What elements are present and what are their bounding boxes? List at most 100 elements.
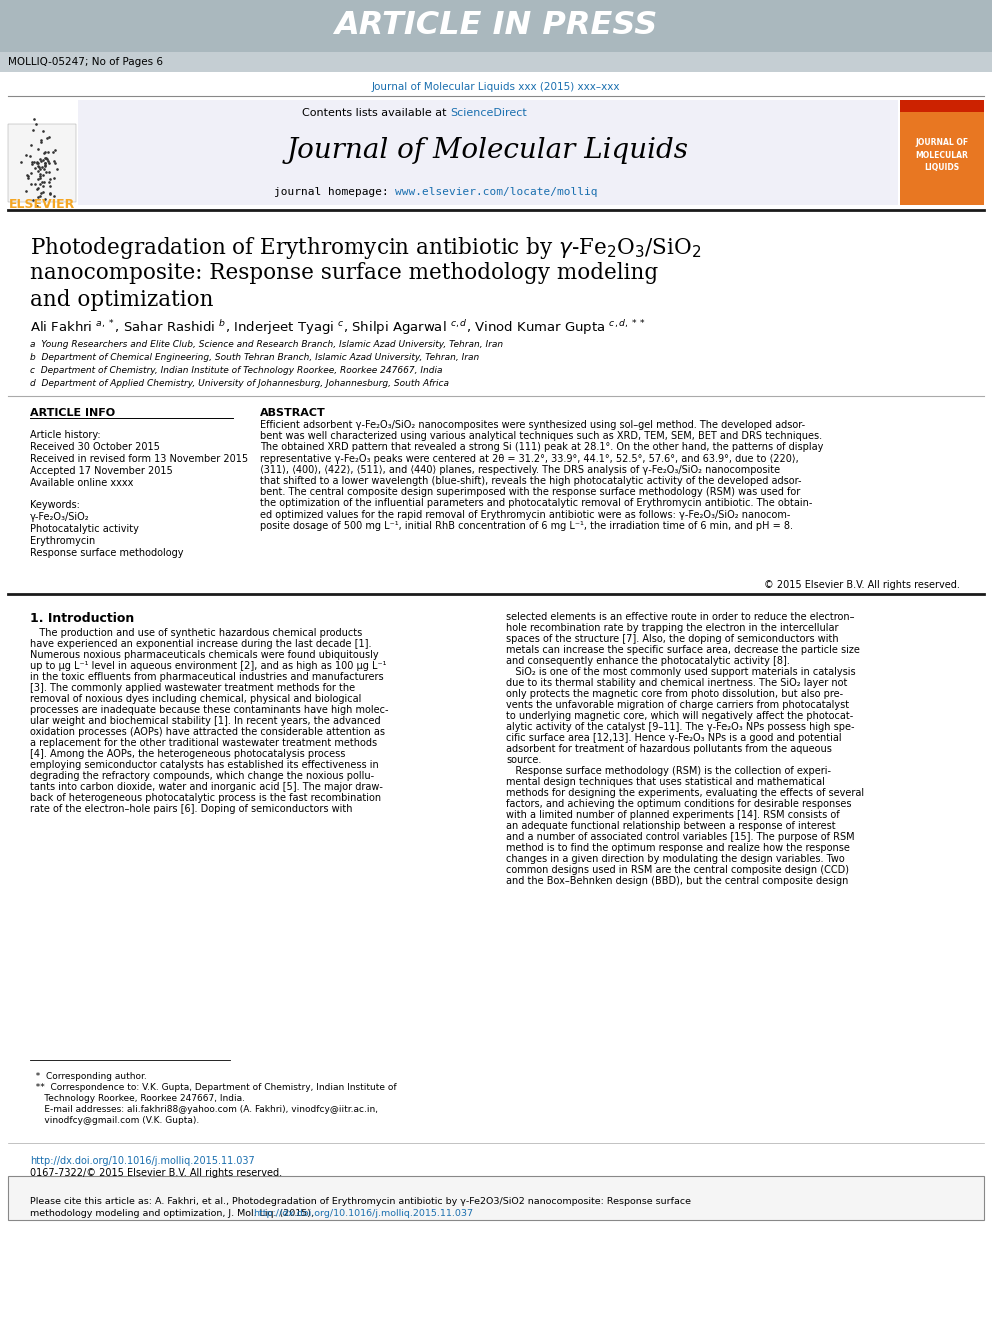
Text: bent. The central composite design superimposed with the response surface method: bent. The central composite design super… (260, 487, 801, 497)
Text: to underlying magnetic core, which will negatively affect the photocat-: to underlying magnetic core, which will … (506, 710, 853, 721)
Text: a replacement for the other traditional wastewater treatment methods: a replacement for the other traditional … (30, 738, 377, 747)
Text: 0167-7322/© 2015 Elsevier B.V. All rights reserved.: 0167-7322/© 2015 Elsevier B.V. All right… (30, 1168, 282, 1177)
Point (23, 163, 39, 184)
Point (27, 157, 43, 179)
Point (33, 165, 49, 187)
Text: ed optimized values for the rapid removal of Erythromycin antibiotic were as fol: ed optimized values for the rapid remova… (260, 509, 791, 520)
Text: Accepted 17 November 2015: Accepted 17 November 2015 (30, 466, 173, 476)
Text: bent was well characterized using various analytical techniques such as XRD, TEM: bent was well characterized using variou… (260, 431, 822, 441)
Point (25, 153, 41, 175)
Point (25, 189, 41, 210)
Text: © 2015 Elsevier B.V. All rights reserved.: © 2015 Elsevier B.V. All rights reserved… (764, 579, 960, 590)
Text: http://dx.doi.org/10.1016/j.molliq.2015.11.037: http://dx.doi.org/10.1016/j.molliq.2015.… (30, 1156, 255, 1166)
Point (19, 181, 35, 202)
Point (31, 177, 47, 198)
Text: the optimization of the influential parameters and photocatalytic removal of Ery: the optimization of the influential para… (260, 499, 812, 508)
Point (24, 151, 40, 172)
Text: ular weight and biochemical stability [1]. In recent years, the advanced: ular weight and biochemical stability [1… (30, 716, 381, 726)
Point (37, 147, 53, 168)
Text: http://dx.doi.org/10.1016/j.molliq.2015.11.037: http://dx.doi.org/10.1016/j.molliq.2015.… (253, 1209, 473, 1218)
Text: Technology Roorkee, Roorkee 247667, India.: Technology Roorkee, Roorkee 247667, Indi… (30, 1094, 245, 1103)
Text: Article history:: Article history: (30, 430, 100, 441)
Text: 1. Introduction: 1. Introduction (30, 613, 134, 624)
Bar (0, 52, 992, 71)
Text: with a limited number of planned experiments [14]. RSM consists of: with a limited number of planned experim… (506, 810, 839, 820)
Text: Keywords:: Keywords: (30, 500, 80, 509)
Text: have experienced an exponential increase during the last decade [1].: have experienced an exponential increase… (30, 639, 371, 650)
Point (31, 156, 47, 177)
Point (37, 142, 53, 163)
Text: a  Young Researchers and Elite Club, Science and Research Branch, Islamic Azad U: a Young Researchers and Elite Club, Scie… (30, 340, 503, 349)
Point (38, 161, 54, 183)
Point (29, 196, 45, 217)
Point (42, 183, 58, 204)
Text: in the toxic effluents from pharmaceutical industries and manufacturers: in the toxic effluents from pharmaceutic… (30, 672, 384, 681)
Point (26, 152, 42, 173)
Text: Response surface methodology: Response surface methodology (30, 548, 184, 558)
Point (41, 172, 57, 193)
Text: methodology modeling and optimization, J. Mol. Liq. (2015),: methodology modeling and optimization, J… (30, 1209, 317, 1218)
Text: method is to find the optimum response and realize how the response: method is to find the optimum response a… (506, 843, 850, 853)
Point (33, 130, 49, 151)
Text: γ-Fe₂O₃/SiO₂: γ-Fe₂O₃/SiO₂ (30, 512, 89, 523)
Point (49, 157, 64, 179)
Text: metals can increase the specific surface area, decrease the particle size: metals can increase the specific surface… (506, 646, 860, 655)
Text: nanocomposite: Response surface methodology modeling: nanocomposite: Response surface methodol… (30, 262, 659, 284)
Point (43, 176, 59, 197)
Text: an adequate functional relationship between a response of interest: an adequate functional relationship betw… (506, 822, 835, 831)
Point (40, 128, 56, 149)
Point (34, 183, 50, 204)
Text: b  Department of Chemical Engineering, South Tehran Branch, Islamic Azad Univers: b Department of Chemical Engineering, So… (30, 353, 479, 363)
Point (39, 147, 55, 168)
Text: c  Department of Chemistry, Indian Institute of Technology Roorkee, Roorkee 2476: c Department of Chemistry, Indian Instit… (30, 366, 442, 374)
Text: Please cite this article as: A. Fakhri, et al., Photodegradation of Erythromycin: Please cite this article as: A. Fakhri, … (30, 1197, 691, 1207)
Text: adsorbent for treatment of hazardous pollutants from the aqueous: adsorbent for treatment of hazardous pol… (506, 744, 832, 754)
Point (37, 153, 53, 175)
Text: only protects the magnetic core from photo dissolution, but also pre-: only protects the magnetic core from pho… (506, 689, 843, 699)
Text: representative γ-Fe₂O₃ peaks were centered at 2θ = 31.2°, 33.9°, 44.1°, 52.5°, 5: representative γ-Fe₂O₃ peaks were center… (260, 454, 799, 463)
Text: mental design techniques that uses statistical and mathematical: mental design techniques that uses stati… (506, 777, 825, 787)
Point (41, 151, 57, 172)
Point (20, 168, 36, 189)
Point (36, 176, 52, 197)
Text: Photocatalytic activity: Photocatalytic activity (30, 524, 139, 534)
Text: removal of noxious dyes including chemical, physical and biological: removal of noxious dyes including chemic… (30, 695, 361, 704)
Point (31, 168, 47, 189)
Text: ScienceDirect: ScienceDirect (450, 108, 527, 118)
Text: SiO₂ is one of the most commonly used support materials in catalysis: SiO₂ is one of the most commonly used su… (506, 667, 856, 677)
Point (46, 185, 62, 206)
Text: Efficient adsorbent γ-Fe₂O₃/SiO₂ nanocomposites were synthesized using sol–gel m: Efficient adsorbent γ-Fe₂O₃/SiO₂ nanocom… (260, 419, 806, 430)
Text: **  Correspondence to: V.K. Gupta, Department of Chemistry, Indian Institute of: ** Correspondence to: V.K. Gupta, Depart… (30, 1084, 397, 1091)
Point (47, 168, 62, 189)
Point (32, 159, 48, 180)
Text: vinodfcy@gmail.com (V.K. Gupta).: vinodfcy@gmail.com (V.K. Gupta). (30, 1117, 199, 1125)
Text: and the Box–Behnken design (BBD), but the central composite design: and the Box–Behnken design (BBD), but th… (506, 876, 848, 886)
Text: MOLLIQ-05247; No of Pages 6: MOLLIQ-05247; No of Pages 6 (8, 57, 163, 67)
Text: rate of the electron–hole pairs [6]. Doping of semiconductors with: rate of the electron–hole pairs [6]. Dop… (30, 804, 352, 814)
Point (30, 187, 46, 208)
Text: and a number of associated control variables [15]. The purpose of RSM: and a number of associated control varia… (506, 832, 855, 841)
Text: Journal of Molecular Liquids xxx (2015) xxx–xxx: Journal of Molecular Liquids xxx (2015) … (372, 82, 620, 93)
Bar (900, 101, 984, 112)
Text: d  Department of Applied Chemistry, University of Johannesburg, Johannesburg, So: d Department of Applied Chemistry, Unive… (30, 378, 449, 388)
Point (47, 152, 62, 173)
Text: Ali Fakhri $^{a,*}$, Sahar Rashidi $^{b}$, Inderjeet Tyagi $^{c}$, Shilpi Agarwa: Ali Fakhri $^{a,*}$, Sahar Rashidi $^{b}… (30, 318, 646, 337)
Point (13, 152, 29, 173)
Text: alytic activity of the catalyst [9–11]. The γ-Fe₂O₃ NPs possess high spe-: alytic activity of the catalyst [9–11]. … (506, 722, 854, 732)
Point (35, 164, 51, 185)
Point (18, 144, 34, 165)
Text: [4]. Among the AOPs, the heterogeneous photocatalysis process: [4]. Among the AOPs, the heterogeneous p… (30, 749, 345, 759)
Point (23, 173, 39, 194)
Text: E-mail addresses: ali.fakhri88@yahoo.com (A. Fakhri), vinodfcy@iitr.ac.in,: E-mail addresses: ali.fakhri88@yahoo.com… (30, 1105, 378, 1114)
Point (32, 173, 48, 194)
Point (22, 146, 38, 167)
Text: and optimization: and optimization (30, 288, 213, 311)
Text: selected elements is an effective route in order to reduce the electron–: selected elements is an effective route … (506, 613, 854, 622)
Point (30, 153, 46, 175)
Text: up to μg L⁻¹ level in aqueous environment [2], and as high as 100 μg L⁻¹: up to μg L⁻¹ level in aqueous environmen… (30, 662, 387, 671)
Point (25, 119, 41, 140)
Point (33, 131, 49, 152)
Text: ⟨311⟩, ⟨400⟩, ⟨422⟩, ⟨511⟩, and ⟨440⟩ planes, respectively. The DRS analysis of : ⟨311⟩, ⟨400⟩, ⟨422⟩, ⟨511⟩, and ⟨440⟩ pl… (260, 464, 780, 475)
Point (37, 152, 53, 173)
Text: Received 30 October 2015: Received 30 October 2015 (30, 442, 160, 452)
